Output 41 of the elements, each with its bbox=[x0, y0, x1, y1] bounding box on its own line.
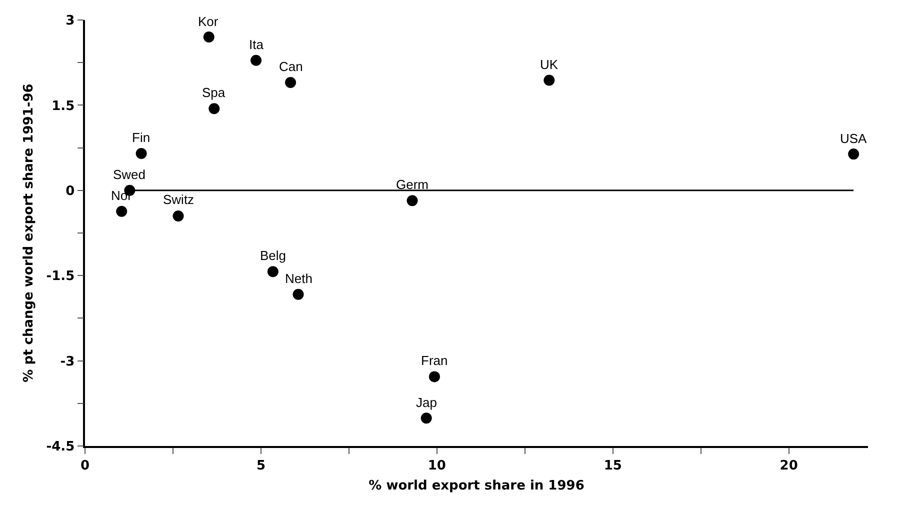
y-tick-label: 1.5 bbox=[52, 98, 75, 114]
annotation: Jap bbox=[416, 395, 437, 410]
point bbox=[172, 210, 184, 222]
point bbox=[420, 412, 432, 424]
x-axis-title: % world export share in 1996 bbox=[368, 478, 584, 494]
point bbox=[116, 206, 128, 217]
annotation: Switz bbox=[163, 192, 194, 207]
annotation: Fin bbox=[132, 130, 150, 145]
annotation: Ita bbox=[249, 37, 264, 52]
point bbox=[292, 288, 304, 300]
annotation: Germ bbox=[396, 177, 428, 192]
x-tick-label: 0 bbox=[80, 458, 90, 474]
y-tick-label: 3 bbox=[66, 14, 75, 29]
point bbox=[428, 371, 440, 382]
y-tick-label: -3 bbox=[60, 354, 75, 370]
point bbox=[544, 74, 555, 86]
point bbox=[267, 266, 278, 278]
annotation: UK bbox=[540, 57, 558, 72]
y-axis-title: % pt change world export share 1991-96 bbox=[22, 84, 37, 382]
y-tick-label: 0 bbox=[66, 184, 75, 199]
annotation: Belg bbox=[260, 248, 286, 263]
y-tick-label: -1.5 bbox=[46, 269, 75, 284]
annotation: Fran bbox=[421, 353, 448, 368]
annotation: USA bbox=[840, 131, 868, 146]
point bbox=[250, 54, 262, 66]
point bbox=[848, 148, 860, 160]
x-tick-label: 20 bbox=[780, 458, 798, 474]
point bbox=[406, 195, 418, 206]
annotation: Kor bbox=[198, 14, 219, 29]
annotation: Can bbox=[279, 59, 303, 74]
point bbox=[203, 32, 214, 43]
point bbox=[136, 148, 147, 159]
point bbox=[208, 103, 220, 114]
x-tick-label: 10 bbox=[428, 458, 446, 474]
annotation: Swed bbox=[113, 167, 146, 182]
x-tick-label: 15 bbox=[604, 458, 622, 474]
x-tick-label: 5 bbox=[256, 458, 266, 474]
y-tick-label: -4.5 bbox=[46, 440, 75, 455]
annotation: Neth bbox=[285, 271, 312, 286]
annotation: Spa bbox=[202, 85, 226, 100]
point bbox=[285, 76, 296, 88]
